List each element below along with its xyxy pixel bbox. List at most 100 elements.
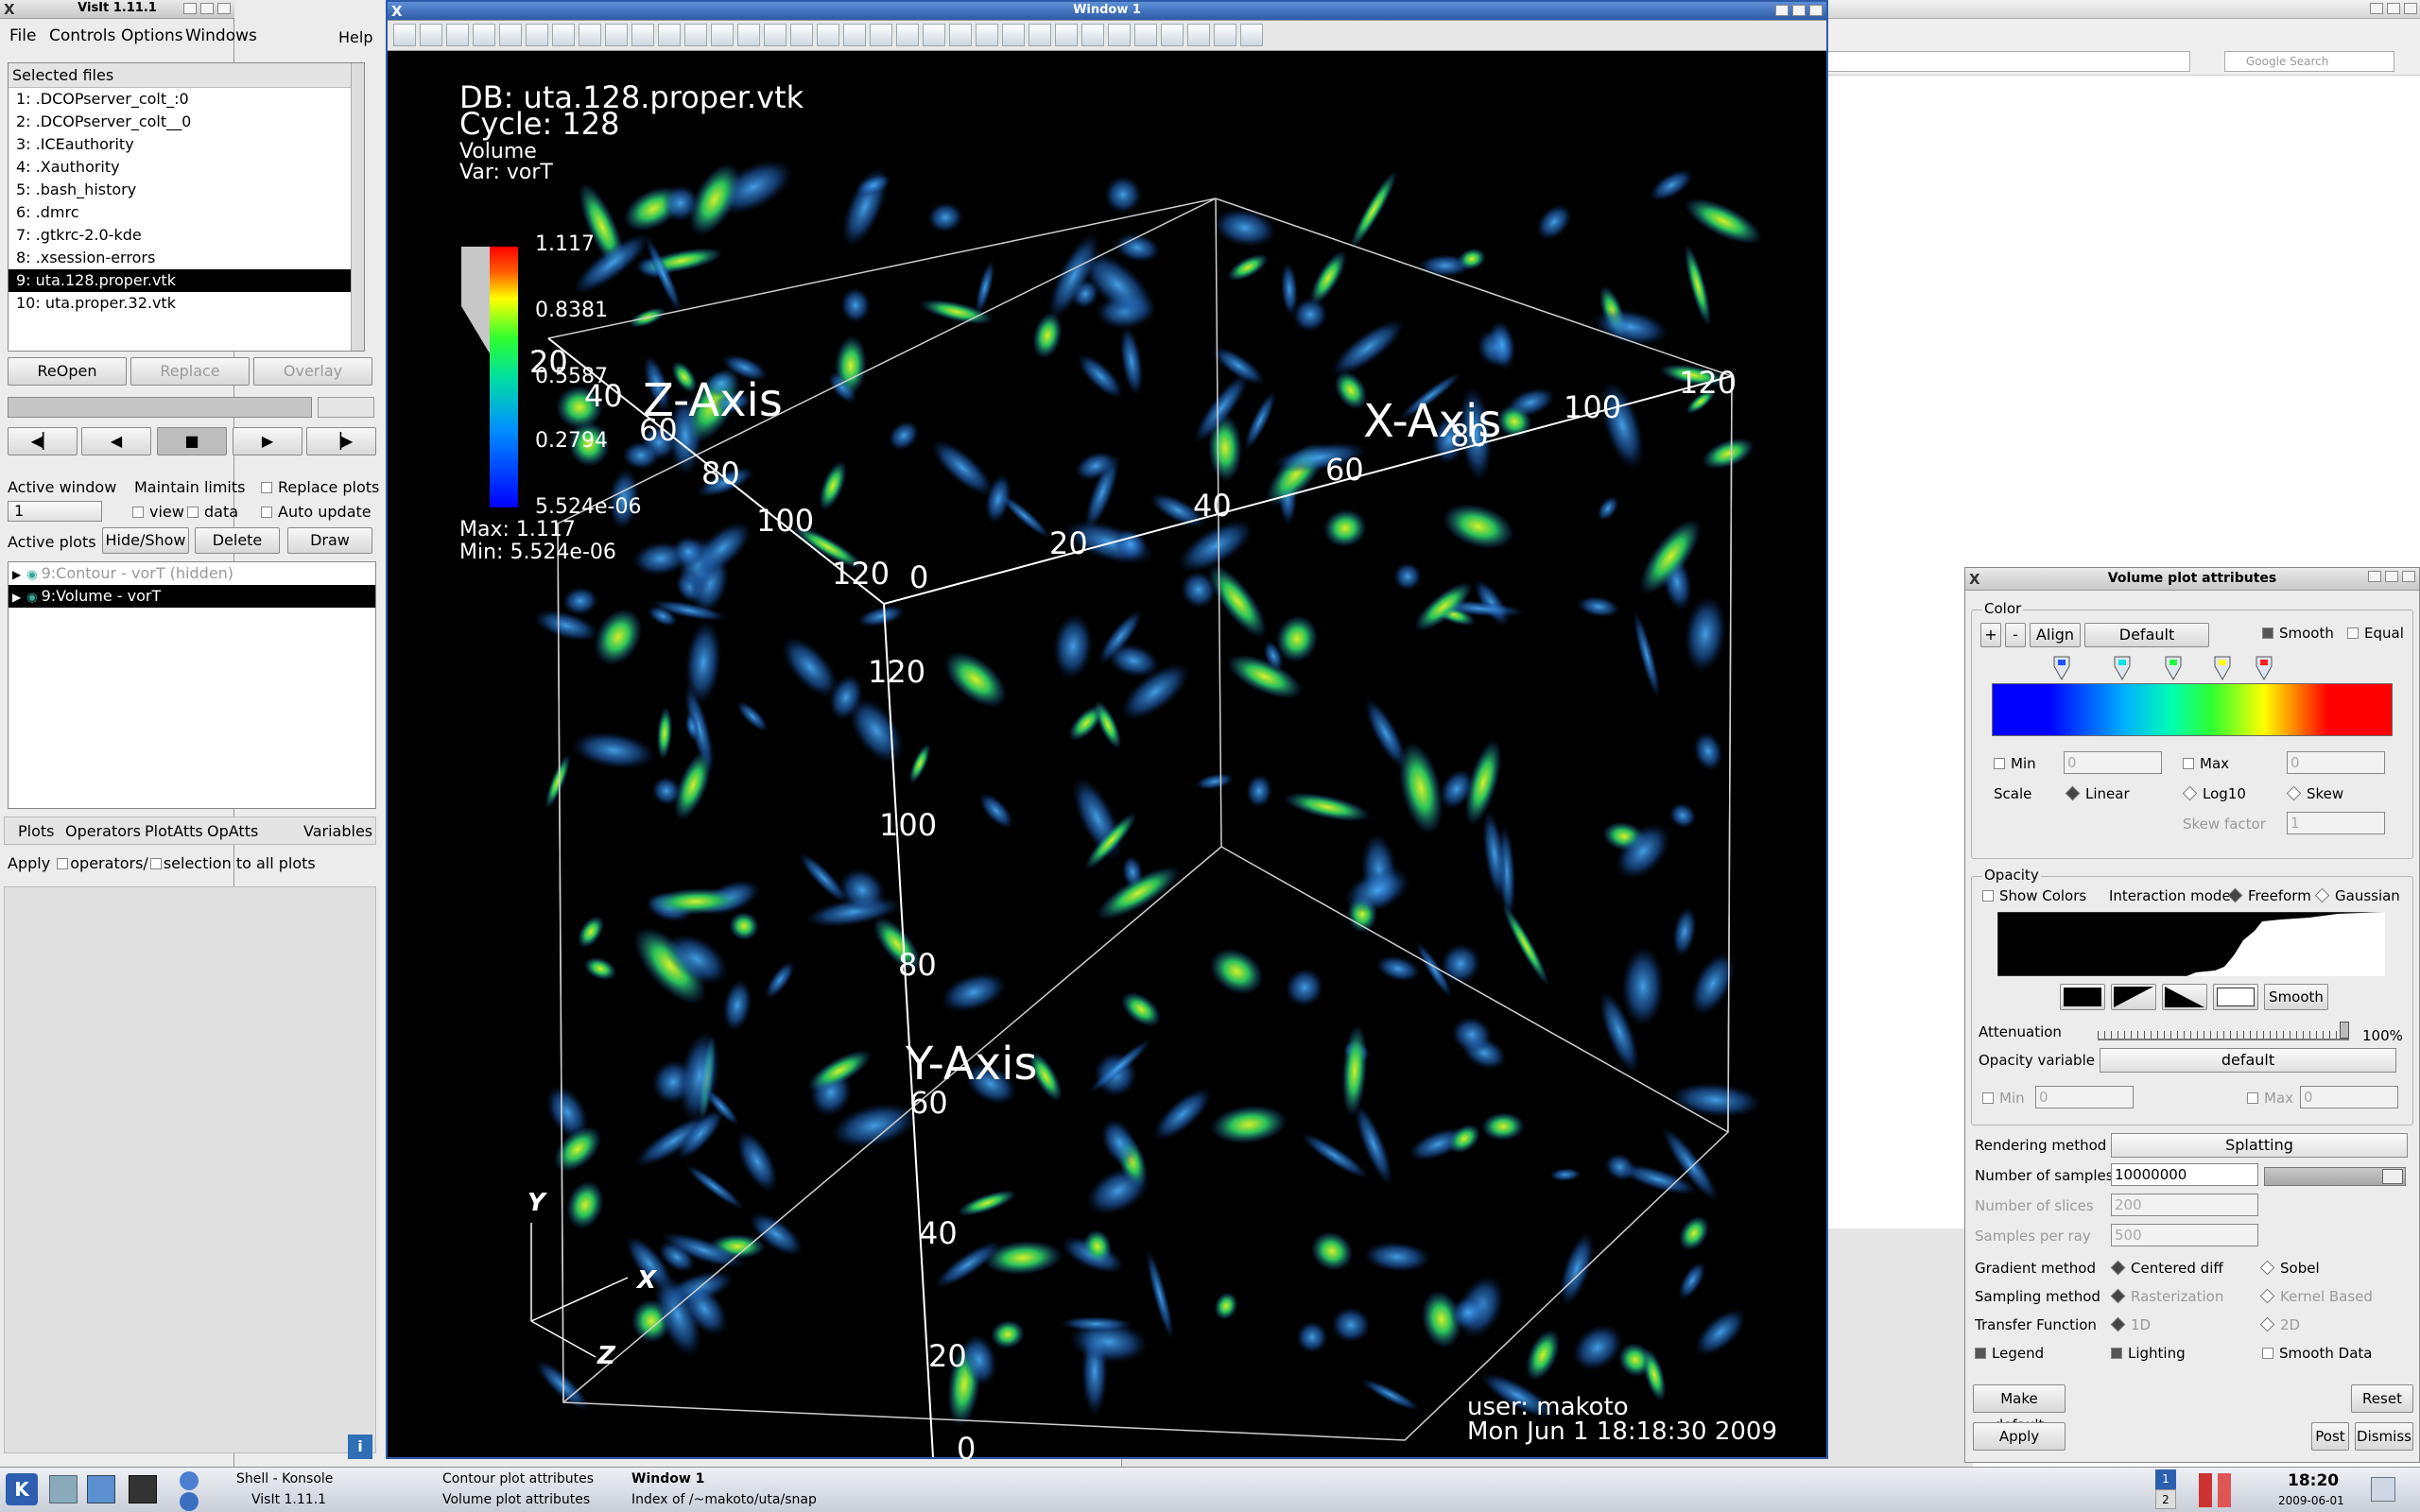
animation-slider[interactable] — [8, 397, 312, 418]
prev-frame-button[interactable]: ◀ — [81, 427, 151, 455]
sobel-radio[interactable]: Sobel — [2259, 1260, 2320, 1277]
files-scrollbar[interactable] — [351, 63, 364, 351]
opacity-max-field[interactable]: 0 — [2300, 1086, 2398, 1108]
show-colors-checkbox[interactable]: Show Colors — [1982, 887, 2086, 904]
max-checkbox[interactable]: Max — [2183, 755, 2229, 772]
camera-icon[interactable] — [1214, 24, 1236, 46]
menu-help[interactable]: Help — [338, 28, 373, 46]
play-button[interactable]: ▶ — [233, 427, 302, 455]
remove-point-button[interactable]: - — [2005, 623, 2026, 647]
last-frame-icon[interactable] — [949, 24, 972, 46]
task-contour-atts[interactable]: Contour plot attributes — [442, 1471, 594, 1486]
min-field[interactable]: 0 — [2064, 751, 2162, 774]
play-icon[interactable] — [923, 24, 945, 46]
color-control-points[interactable] — [1979, 655, 2410, 683]
freeform-radio[interactable]: Freeform — [2227, 887, 2311, 904]
opacity-variable-combo[interactable]: default — [2100, 1048, 2396, 1073]
first-frame-button[interactable]: ◀▏ — [8, 427, 78, 455]
equal-checkbox[interactable]: Equal — [2347, 625, 2404, 642]
menu-plotatts[interactable]: PlotAtts — [145, 822, 203, 840]
menu-plots[interactable]: Plots — [18, 822, 55, 840]
lighting-checkbox[interactable]: Lighting — [2111, 1345, 2186, 1362]
rendering-method-combo[interactable]: Splatting — [2111, 1133, 2408, 1158]
lock-view-icon[interactable] — [526, 24, 548, 46]
task-browser[interactable]: Index of /~makoto/uta/snap — [631, 1492, 817, 1507]
number-of-samples-field[interactable]: 10000000 — [2111, 1163, 2258, 1186]
animation-frame-field[interactable] — [318, 397, 374, 418]
opacity-preset-white[interactable] — [2213, 984, 2258, 1010]
variables-button[interactable]: Variables — [303, 822, 373, 840]
min-checkbox[interactable]: Min — [1994, 755, 2036, 772]
delete-button[interactable]: Delete — [195, 527, 280, 554]
task-visit[interactable]: VisIt 1.11.1 — [251, 1492, 327, 1507]
auto-update-checkbox[interactable]: Auto update — [261, 503, 372, 521]
menu-opatts[interactable]: OpAtts — [207, 822, 259, 840]
add-point-button[interactable]: + — [1980, 623, 2001, 647]
desk-1[interactable]: 1 — [2155, 1469, 2176, 1489]
selected-files-list[interactable]: Selected files 1: .DCOPserver_colt_:0 2: … — [8, 62, 365, 352]
reopen-button[interactable]: ReOpen — [8, 357, 127, 386]
zoom-icon[interactable] — [446, 24, 469, 46]
point-icon[interactable] — [1134, 24, 1157, 46]
file-item[interactable]: 9: uta.128.proper.vtk — [9, 269, 364, 292]
skew-radio[interactable]: Skew — [2286, 785, 2343, 802]
tools-icon[interactable] — [1002, 24, 1025, 46]
globe-icon[interactable] — [180, 1492, 199, 1511]
opacity-editor[interactable] — [1997, 912, 2385, 976]
make-default-button[interactable]: Make default — [1973, 1384, 2066, 1434]
lock-time-icon[interactable] — [552, 24, 575, 46]
file-item[interactable]: 4: .Xauthority — [16, 158, 120, 176]
expand-arrow-icon[interactable]: ▶ — [12, 568, 22, 581]
task-konsole[interactable]: Shell - Konsole — [236, 1471, 334, 1486]
tf-2d-radio[interactable]: 2D — [2259, 1316, 2300, 1333]
stop-button[interactable]: ■ — [157, 427, 227, 455]
file-item[interactable]: 5: .bash_history — [16, 180, 137, 198]
opacity-max-checkbox[interactable]: Max — [2247, 1090, 2293, 1107]
prev-frame-icon[interactable] — [870, 24, 892, 46]
replace-button[interactable]: Replace — [130, 357, 250, 386]
apply-operators-checkbox[interactable]: Apply operators/selection to all plots — [8, 854, 316, 872]
number-of-samples-slider[interactable] — [2264, 1167, 2406, 1186]
print-icon[interactable] — [711, 24, 734, 46]
plot-item[interactable]: ▶ ◉ 9:Contour - vorT (hidden) — [9, 562, 375, 585]
apply-button[interactable]: Apply — [1973, 1422, 2066, 1451]
active-plots-list[interactable]: ▶ ◉ 9:Contour - vorT (hidden) ▶ ◉ 9:Volume - … — [8, 561, 376, 809]
terminal-icon[interactable] — [129, 1475, 157, 1503]
volume-rendering[interactable] — [388, 51, 1826, 1457]
pick-mode-icon[interactable] — [393, 24, 416, 46]
file-item[interactable]: 7: .gtkrc-2.0-kde — [16, 226, 142, 244]
legend-checkbox[interactable]: Legend — [1975, 1345, 2044, 1362]
default-colortable-button[interactable]: Default — [2084, 623, 2209, 647]
browser-icon[interactable] — [180, 1471, 199, 1490]
save-icon[interactable] — [684, 24, 707, 46]
hide-show-button[interactable]: Hide/Show — [102, 527, 189, 554]
post-button[interactable]: Post — [2311, 1422, 2349, 1451]
box-icon[interactable] — [1028, 24, 1051, 46]
overlay-button[interactable]: Overlay — [253, 357, 372, 386]
light-icon[interactable] — [1187, 24, 1210, 46]
task-window1[interactable]: Window 1 — [631, 1471, 705, 1486]
lock-tools-icon[interactable] — [579, 24, 601, 46]
view-checkbox[interactable]: view — [132, 503, 184, 521]
menu-windows[interactable]: Windows — [185, 26, 257, 45]
reset-button[interactable]: Reset — [2351, 1384, 2413, 1413]
task-volume-atts[interactable]: Volume plot attributes — [442, 1492, 591, 1507]
info-icon[interactable]: i — [348, 1435, 372, 1459]
file-item[interactable]: 1: .DCOPserver_colt_:0 — [16, 90, 189, 108]
menu-controls[interactable]: Controls — [49, 26, 116, 45]
desktop-icon[interactable] — [49, 1475, 78, 1503]
centered-diff-radio[interactable]: Centered diff — [2110, 1260, 2223, 1277]
pager[interactable]: 1 2 — [2155, 1469, 2176, 1511]
recenter-icon[interactable] — [790, 24, 813, 46]
skew-factor-field[interactable]: 1 — [2287, 812, 2385, 834]
fullframe-icon[interactable] — [631, 24, 654, 46]
axis-icon[interactable] — [1161, 24, 1184, 46]
attenuation-slider[interactable] — [2098, 1022, 2349, 1040]
opacity-min-checkbox[interactable]: Min — [1982, 1090, 2025, 1107]
opacity-preset-ramp-up[interactable] — [2111, 984, 2156, 1010]
tf-1d-radio[interactable]: 1D — [2110, 1316, 2151, 1333]
menu-file[interactable]: File — [9, 26, 37, 45]
align-button[interactable]: Align — [2030, 623, 2081, 647]
browser-search-input[interactable]: Google Search — [2224, 51, 2394, 72]
replace-plots-checkbox[interactable]: Replace plots — [261, 478, 379, 496]
